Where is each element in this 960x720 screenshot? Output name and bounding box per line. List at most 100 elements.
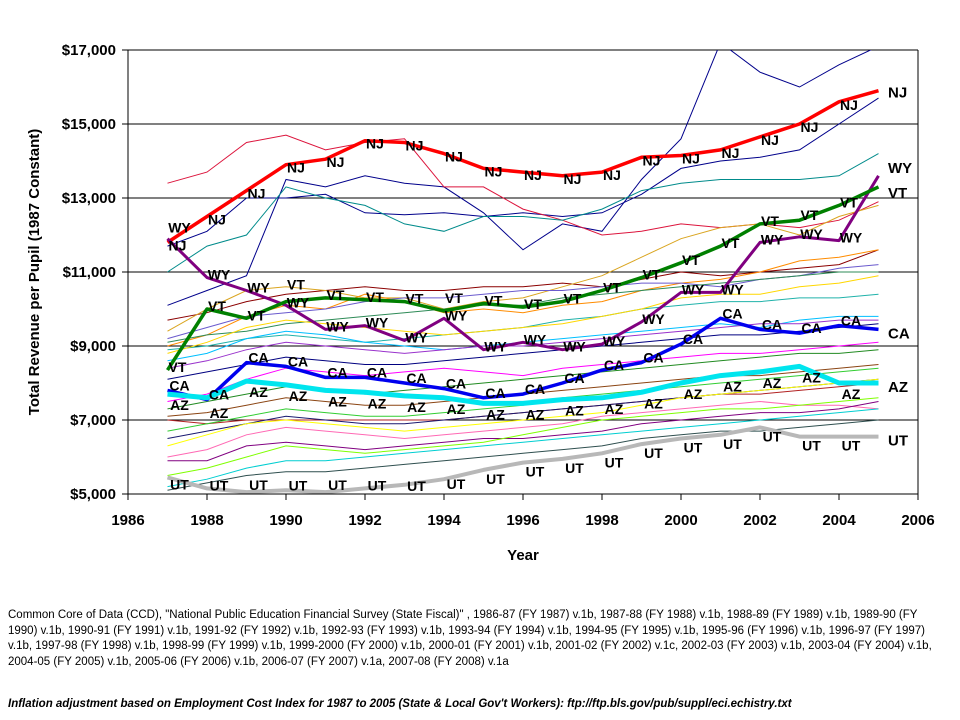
other-state-line	[167, 400, 879, 458]
series-line-ut	[166, 425, 879, 494]
point-label-nj: NJ	[840, 97, 858, 113]
other-state-line	[167, 319, 879, 369]
point-label-nj: NJ	[761, 132, 779, 148]
point-label-wy: WY	[603, 333, 626, 349]
y-tick-label: $5,000	[70, 486, 116, 503]
series-line-vt	[166, 185, 880, 372]
other-state-line	[167, 271, 879, 343]
point-labels: NJ WY VT CA AZ UT NJ WY VT CA AZ UT NJ WY VT CA AZ UT NJ WY…	[168, 85, 912, 494]
y-axis-title: Total Revenue per Pupil (1987 Constant)	[26, 129, 43, 415]
point-label-az: AZ	[368, 395, 387, 411]
x-axis-title: Year	[507, 547, 539, 564]
end-label-ca: CA	[888, 325, 910, 342]
other-state-lines	[167, 50, 879, 491]
axes: $5,000 $7,000 $9,000 $11,000 $13,000 $15,000 $…	[62, 42, 935, 529]
point-label-vt: VT	[682, 252, 700, 268]
point-label-az: AZ	[407, 399, 426, 415]
point-label-nj: NJ	[366, 136, 384, 152]
x-tick-label: 1990	[269, 512, 302, 529]
end-label-wy: WY	[888, 160, 912, 177]
point-label-ut: UT	[407, 478, 426, 494]
point-label-ut: UT	[526, 464, 545, 480]
point-label-az: AZ	[249, 384, 268, 400]
point-label-nj: NJ	[485, 163, 503, 179]
point-label-vt: VT	[761, 213, 779, 229]
point-label-wy: WY	[247, 280, 270, 296]
x-tick-label: 1992	[348, 512, 381, 529]
other-state-line	[167, 397, 879, 476]
x-tick-label: 1986	[111, 512, 144, 529]
point-label-ca: CA	[841, 313, 861, 329]
point-label-ut: UT	[486, 471, 505, 487]
end-label-vt: VT	[888, 185, 907, 202]
point-label-az: AZ	[684, 386, 703, 402]
point-label-vt: VT	[208, 298, 226, 314]
inflation-note: Inflation adjustment based on Employment…	[8, 698, 792, 710]
point-label-nj: NJ	[445, 149, 463, 165]
x-tick-label: 1994	[427, 512, 461, 529]
x-tick-label: 2006	[901, 512, 934, 529]
point-label-ca: CA	[209, 387, 229, 403]
point-label-vt: VT	[169, 359, 187, 375]
point-label-vt: VT	[524, 296, 542, 312]
point-label-wy: WY	[287, 294, 310, 310]
point-label-vt: VT	[840, 194, 858, 210]
end-label-az: AZ	[888, 379, 908, 396]
point-label-nj: NJ	[524, 167, 542, 183]
point-label-wy: WY	[326, 318, 349, 334]
end-label-ut: UT	[888, 433, 908, 450]
point-label-ca: CA	[801, 320, 821, 336]
point-label-ut: UT	[644, 445, 663, 461]
point-label-wy: WY	[761, 231, 784, 247]
point-label-vt: VT	[327, 287, 345, 303]
point-label-wy: WY	[721, 281, 744, 297]
point-label-vt: VT	[564, 291, 582, 307]
point-label-ca: CA	[327, 364, 347, 380]
series-line-az	[167, 363, 879, 406]
series-line-nj	[166, 89, 879, 244]
point-label-ca: CA	[722, 305, 742, 321]
y-tick-label: $9,000	[70, 338, 116, 355]
point-label-az: AZ	[328, 393, 347, 409]
point-label-ca: CA	[406, 370, 426, 386]
point-label-wy: WY	[484, 339, 507, 355]
point-label-ca: CA	[446, 376, 466, 392]
point-label-wy: WY	[524, 331, 547, 347]
point-label-wy: WY	[800, 226, 823, 242]
x-tick-label: 1998	[585, 512, 618, 529]
series-line-wy	[166, 175, 880, 352]
point-label-nj: NJ	[564, 171, 582, 187]
point-label-wy: WY	[168, 220, 191, 236]
x-tick-label: 1988	[190, 512, 223, 529]
point-label-vt: VT	[603, 280, 621, 296]
x-tick-label: 2002	[743, 512, 776, 529]
other-state-line	[167, 408, 879, 488]
point-label-az: AZ	[605, 401, 624, 417]
point-label-nj: NJ	[603, 167, 621, 183]
point-label-ut: UT	[605, 454, 624, 470]
point-label-ca: CA	[288, 353, 308, 369]
x-tick-label: 2004	[822, 512, 856, 529]
y-tick-label: $7,000	[70, 412, 116, 429]
point-label-nj: NJ	[682, 150, 700, 166]
point-label-wy: WY	[366, 315, 389, 331]
point-label-nj: NJ	[722, 145, 740, 161]
point-label-ca: CA	[604, 357, 624, 373]
point-label-wy: WY	[563, 339, 586, 355]
point-label-ca: CA	[169, 377, 189, 393]
point-label-wy: WY	[642, 311, 665, 327]
point-label-ut: UT	[170, 476, 189, 492]
point-label-ca: CA	[525, 381, 545, 397]
series-line-ca	[167, 316, 879, 402]
point-label-ca: CA	[762, 316, 782, 332]
point-label-az: AZ	[289, 388, 308, 404]
other-state-line	[167, 153, 879, 273]
point-label-ut: UT	[802, 438, 821, 454]
y-tick-label: $13,000	[62, 190, 116, 207]
point-label-wy: WY	[445, 307, 468, 323]
source-citation: Common Core of Data (CCD), "National Pub…	[8, 609, 932, 668]
point-label-vt: VT	[485, 292, 503, 308]
other-state-line	[167, 50, 872, 306]
point-label-ut: UT	[328, 477, 347, 493]
highlighted-state-lines	[166, 89, 880, 494]
